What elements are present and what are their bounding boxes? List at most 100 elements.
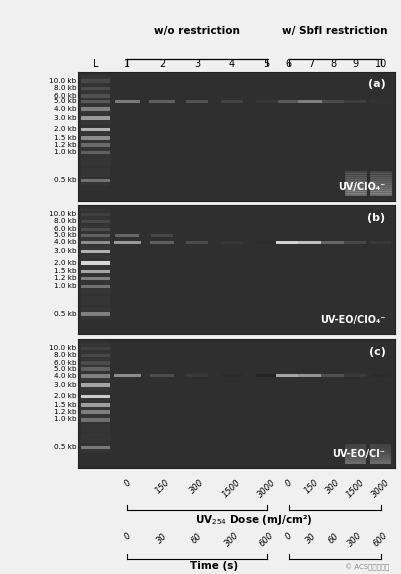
Bar (78, 437, 395, 441)
Bar (256, 374, 277, 378)
Bar (78, 321, 395, 325)
Bar (78, 76, 395, 80)
Bar (78, 192, 395, 196)
Bar (371, 241, 391, 244)
Text: UV/ClO₄⁻: UV/ClO₄⁻ (338, 182, 385, 192)
Bar (78, 339, 395, 343)
Text: 6.0 kb: 6.0 kb (54, 360, 76, 366)
Text: 0: 0 (284, 531, 294, 541)
Bar (81, 418, 110, 421)
Text: 4.0 kb: 4.0 kb (54, 106, 76, 111)
Bar (78, 468, 395, 472)
Bar (81, 261, 110, 265)
Bar (81, 446, 110, 449)
Text: 10.0 kb: 10.0 kb (49, 211, 76, 218)
Bar (78, 285, 395, 290)
Bar (78, 236, 395, 241)
Bar (78, 379, 395, 383)
Bar (78, 352, 395, 356)
Text: 0: 0 (122, 478, 132, 488)
Text: 150: 150 (302, 478, 320, 496)
Bar (78, 183, 395, 187)
Bar (114, 374, 141, 378)
Bar (298, 374, 324, 378)
Bar (78, 312, 395, 316)
Bar (255, 100, 278, 103)
Text: 30: 30 (304, 531, 318, 545)
Bar (78, 165, 395, 169)
Text: 8.0 kb: 8.0 kb (54, 219, 76, 224)
Bar (78, 343, 395, 347)
Text: 3: 3 (194, 59, 200, 69)
Bar (78, 272, 395, 276)
Bar (78, 80, 395, 85)
Text: 1.2 kb: 1.2 kb (54, 142, 76, 148)
Bar (78, 148, 395, 152)
Bar (114, 241, 141, 244)
Bar (344, 241, 367, 244)
Bar (78, 424, 395, 428)
Bar (78, 219, 395, 223)
Bar (78, 414, 395, 418)
Bar (81, 234, 110, 237)
Bar (81, 151, 110, 154)
Bar (221, 241, 243, 244)
Bar (276, 374, 302, 378)
Text: 300: 300 (223, 531, 241, 549)
Text: 600: 600 (372, 531, 390, 549)
Bar (78, 303, 395, 308)
Bar (81, 270, 110, 273)
Bar (78, 169, 395, 174)
Text: 10.0 kb: 10.0 kb (49, 78, 76, 84)
Text: 150: 150 (153, 478, 171, 496)
Bar (276, 241, 302, 244)
Bar (81, 312, 110, 316)
Text: 60: 60 (190, 531, 204, 545)
Text: 10: 10 (375, 59, 387, 69)
Bar (78, 98, 395, 103)
Text: 1.5 kb: 1.5 kb (54, 268, 76, 274)
Text: w/ Sbfl restriction: w/ Sbfl restriction (282, 26, 387, 36)
Bar (78, 94, 395, 98)
Bar (78, 156, 395, 161)
Bar (78, 116, 395, 121)
Text: 0: 0 (284, 478, 294, 488)
Bar (321, 241, 345, 244)
Bar (78, 138, 395, 143)
Bar (78, 370, 395, 374)
Bar (371, 374, 391, 378)
Text: 300: 300 (346, 531, 364, 549)
Bar (78, 179, 395, 183)
Bar (78, 232, 395, 236)
Bar (78, 459, 395, 463)
Text: 6.0 kb: 6.0 kb (54, 226, 76, 232)
Bar (81, 250, 110, 253)
Bar (78, 90, 395, 94)
Bar (78, 290, 395, 294)
Bar (78, 205, 395, 210)
Text: 3000: 3000 (370, 478, 391, 500)
Bar (81, 285, 110, 288)
Bar (78, 356, 395, 361)
Bar (78, 107, 395, 111)
Text: 6.0 kb: 6.0 kb (54, 92, 76, 99)
Bar (81, 228, 110, 231)
Bar (78, 277, 395, 281)
Text: 1.2 kb: 1.2 kb (54, 409, 76, 414)
Text: 1: 1 (124, 59, 130, 69)
Text: 1.5 kb: 1.5 kb (54, 402, 76, 408)
Bar (78, 210, 395, 214)
Bar (78, 445, 395, 450)
Bar (344, 100, 367, 103)
Bar (78, 463, 395, 468)
Bar (115, 234, 139, 236)
Bar (186, 100, 208, 103)
Text: 60: 60 (326, 531, 340, 545)
Text: UV$_{254}$ Dose (mJ/cm²): UV$_{254}$ Dose (mJ/cm²) (195, 513, 313, 526)
Bar (81, 117, 110, 119)
Bar (221, 100, 243, 103)
Bar (78, 361, 395, 365)
Text: UV-EO/ClO₄⁻: UV-EO/ClO₄⁻ (320, 315, 385, 325)
Bar (78, 72, 395, 76)
Text: w/o restriction: w/o restriction (154, 26, 240, 36)
